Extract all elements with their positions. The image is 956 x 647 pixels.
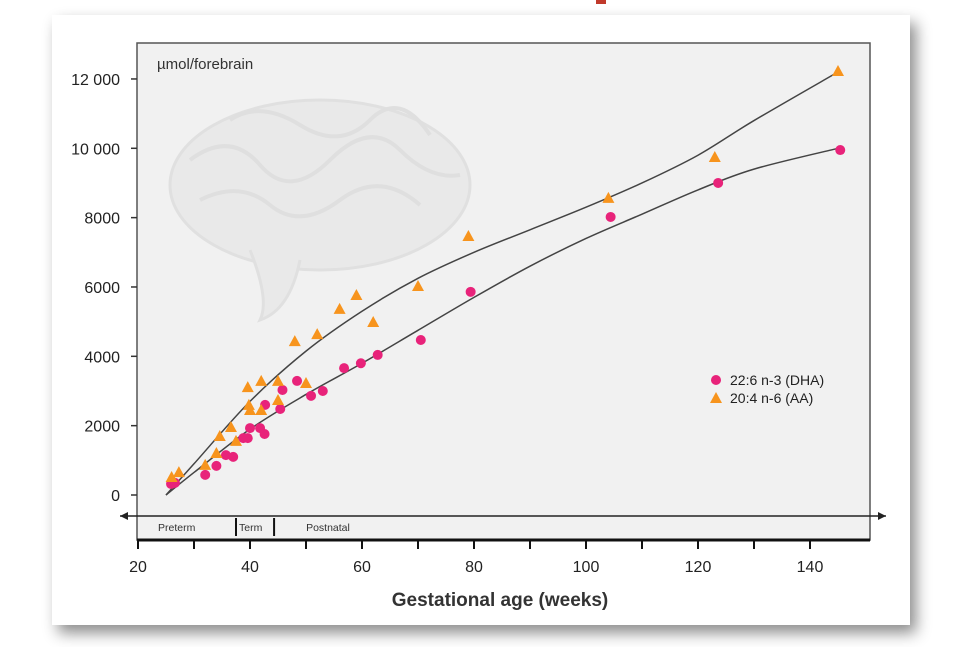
x-tick-label: 140 [797, 559, 824, 576]
data-point-dha [228, 451, 239, 462]
data-point-aa [210, 447, 223, 459]
y-tick-label: 12 000 [71, 72, 120, 89]
legend-marker-dha [711, 375, 721, 385]
data-point-aa [462, 230, 475, 242]
data-point-dha [275, 404, 286, 415]
x-tick-label: 80 [465, 559, 483, 576]
data-point-dha [306, 390, 317, 401]
data-point-dha [465, 286, 476, 297]
period-label-postnatal: Postnatal [306, 522, 350, 534]
data-point-aa [333, 302, 346, 314]
unit-label: µmol/forebrain [157, 56, 253, 73]
data-point-aa [300, 377, 312, 389]
y-tick-label: 2000 [84, 419, 120, 436]
data-point-aa [350, 288, 363, 300]
data-point-aa [412, 279, 424, 291]
y-tick-label: 6000 [84, 280, 120, 297]
data-point-aa [708, 150, 721, 162]
data-point-dha [292, 375, 303, 386]
x-tick-label: 100 [573, 559, 600, 576]
data-point-dha [713, 177, 724, 188]
data-point-aa [199, 458, 212, 470]
data-point-dha [277, 384, 288, 395]
legend: 22:6 n-3 (DHA) 20:4 n-6 (AA) [710, 372, 824, 406]
data-point-aa [172, 466, 185, 478]
data-point-aa [272, 394, 284, 406]
x-axis-label: Gestational age (weeks) [392, 590, 608, 611]
data-point-aa [244, 404, 256, 416]
data-point-aa [242, 398, 255, 410]
data-point-aa [255, 374, 268, 386]
legend-label-dha: 22:6 n-3 (DHA) [730, 372, 824, 388]
data-point-aa [602, 191, 615, 203]
data-point-dha [605, 211, 616, 222]
legend-marker-aa [710, 392, 722, 403]
data-point-aa [241, 381, 254, 393]
data-point-dha [372, 349, 383, 360]
y-tick-label: 8000 [84, 211, 120, 228]
data-point-aa [230, 434, 242, 446]
data-point-dha [242, 433, 253, 444]
data-point-aa [832, 64, 844, 76]
cropped-title-fragment [596, 0, 606, 4]
x-tick-label: 40 [241, 559, 259, 576]
y-tick-label: 4000 [84, 349, 120, 366]
data-point-aa [311, 328, 324, 340]
data-point-aa [272, 374, 284, 386]
data-point-dha [200, 469, 211, 480]
data-point-dha [259, 428, 270, 439]
data-point-aa [288, 335, 301, 347]
data-point-aa [224, 421, 237, 433]
data-point-aa [213, 430, 226, 442]
data-point-dha [355, 358, 366, 369]
period-label-term: Term [239, 522, 263, 534]
data-point-dha [317, 385, 328, 396]
data-point-dha [211, 460, 222, 471]
data-point-aa [255, 404, 268, 416]
period-label-preterm: Preterm [158, 522, 196, 534]
x-tick-label: 20 [129, 559, 147, 576]
brain-watermark-icon [168, 98, 472, 323]
data-point-dha [415, 335, 426, 346]
data-point-dha [835, 145, 846, 156]
x-tick-label: 60 [353, 559, 371, 576]
y-tick-label: 10 000 [71, 141, 120, 158]
data-point-dha [339, 363, 350, 374]
data-point-aa [367, 315, 380, 327]
legend-label-aa: 20:4 n-6 (AA) [730, 390, 813, 406]
data-point-aa [165, 470, 178, 482]
x-tick-label: 120 [685, 559, 712, 576]
y-tick-label: 0 [111, 488, 120, 505]
data-point-dha [245, 423, 255, 434]
